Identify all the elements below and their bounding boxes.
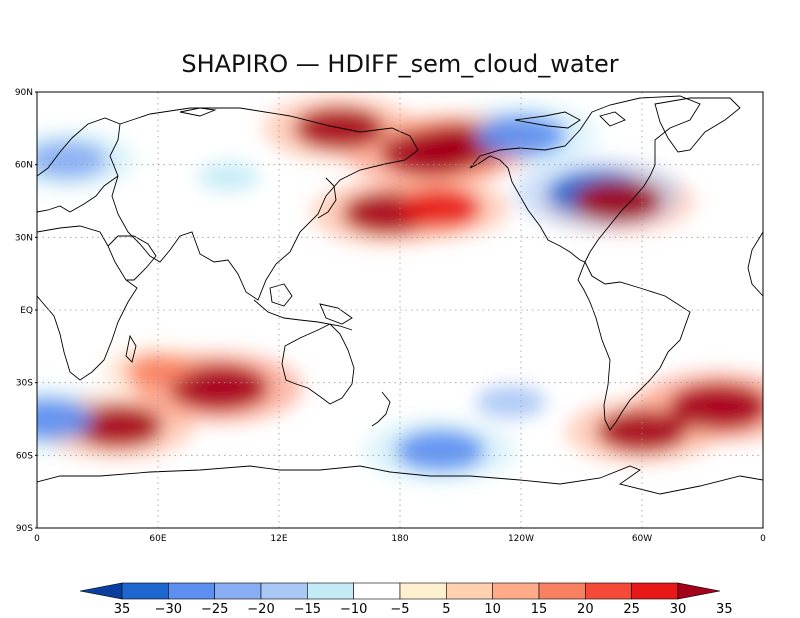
coastline-north-america [469, 95, 701, 263]
colorbar-label: 15 [531, 602, 548, 617]
field-anomaly-13 [669, 384, 763, 430]
field-anomaly-16 [474, 385, 547, 420]
lon-tick-label: 0 [34, 534, 40, 544]
lat-tick-label: 60S [16, 451, 33, 461]
coastline-south-america [577, 260, 691, 431]
field-anomaly-12 [597, 410, 687, 452]
colorbar-label: 35 [716, 602, 733, 617]
field-anomaly-9 [72, 405, 163, 447]
field-anomaly-17 [126, 355, 190, 386]
colorbar-swatch [399, 582, 447, 600]
field-anomaly-8 [169, 365, 268, 410]
colorbar-label: −10 [340, 602, 367, 617]
colorbar-label: −20 [247, 602, 274, 617]
colorbar-label: 25 [623, 602, 640, 617]
field-anomaly-10 [37, 398, 93, 440]
colorbar-swatch [121, 582, 169, 600]
colorbar-swatch [492, 582, 540, 600]
colorbar-swatch [260, 582, 308, 600]
lon-tick-label: 0 [760, 534, 766, 544]
colorbar-label: 5 [442, 602, 450, 617]
colorbar-swatch [446, 582, 493, 600]
lon-tick-label: 120W [508, 534, 534, 544]
graticule [37, 92, 763, 528]
lon-tick-label: 60W [632, 534, 652, 544]
coastlines [37, 95, 763, 495]
colorbar-label: 20 [577, 602, 594, 617]
colorbar-swatch [585, 582, 632, 600]
coastline-antarctica [37, 465, 763, 495]
field-anomaly-14 [37, 141, 108, 179]
lon-tick-label: 180 [391, 534, 408, 544]
colorbar-swatch [538, 582, 586, 600]
coastline-arabia [107, 235, 157, 281]
coastline-europe [37, 117, 121, 213]
field-layer [37, 95, 763, 484]
plot-title: SHAPIRO — HDIFF_sem_cloud_water [181, 50, 619, 78]
colorbar-swatch [307, 582, 354, 600]
colorbar-label: 30 [670, 602, 687, 617]
coastline-japan [317, 177, 337, 219]
lat-tick-label: 90N [15, 88, 33, 98]
coastline-madagascar [125, 334, 137, 363]
lat-tick-label: 90S [16, 524, 33, 534]
coastline-africa-west [747, 231, 763, 297]
colorbar-swatch [214, 582, 262, 600]
colorbar-label: 10 [484, 602, 501, 617]
field-anomaly-15 [197, 161, 261, 193]
coastline-australia [281, 323, 355, 405]
field-anomaly-11 [395, 429, 486, 471]
colorbar-swatch-min [79, 582, 123, 600]
coastline-indonesia [253, 299, 353, 331]
colorbar-swatch [353, 582, 401, 600]
colorbar-swatch [168, 582, 215, 600]
colorbar-swatch-max [677, 582, 721, 600]
coastline-borneo [269, 283, 293, 307]
colorbar-label: 35 [114, 602, 131, 617]
lat-tick-label: 60N [15, 161, 33, 171]
field-anomaly-7 [399, 189, 481, 228]
coastline-greenland [654, 97, 741, 153]
coastline-new-guinea [319, 303, 353, 325]
coastline-new-zealand [371, 391, 391, 427]
coastline-africa [37, 225, 138, 381]
lat-tick-label: EQ [20, 306, 33, 316]
lon-tick-label: 60E [149, 534, 166, 544]
lon-tick-label: 12E [270, 534, 287, 544]
colorbar: 35 −30 −25 −20 −15 −10 −5 5 10 15 20 25 30 35 [79, 582, 733, 617]
colorbar-label: −25 [201, 602, 228, 617]
coastline-arctic-islands [179, 107, 626, 129]
lat-tick-label: 30N [15, 233, 33, 243]
colorbar-swatch [631, 582, 679, 600]
lat-tick-label: 30S [16, 379, 33, 389]
coastline-asia [111, 107, 419, 301]
colorbar-label: −15 [294, 602, 321, 617]
colorbar-label: −30 [155, 602, 182, 617]
colorbar-label: −5 [390, 602, 409, 617]
